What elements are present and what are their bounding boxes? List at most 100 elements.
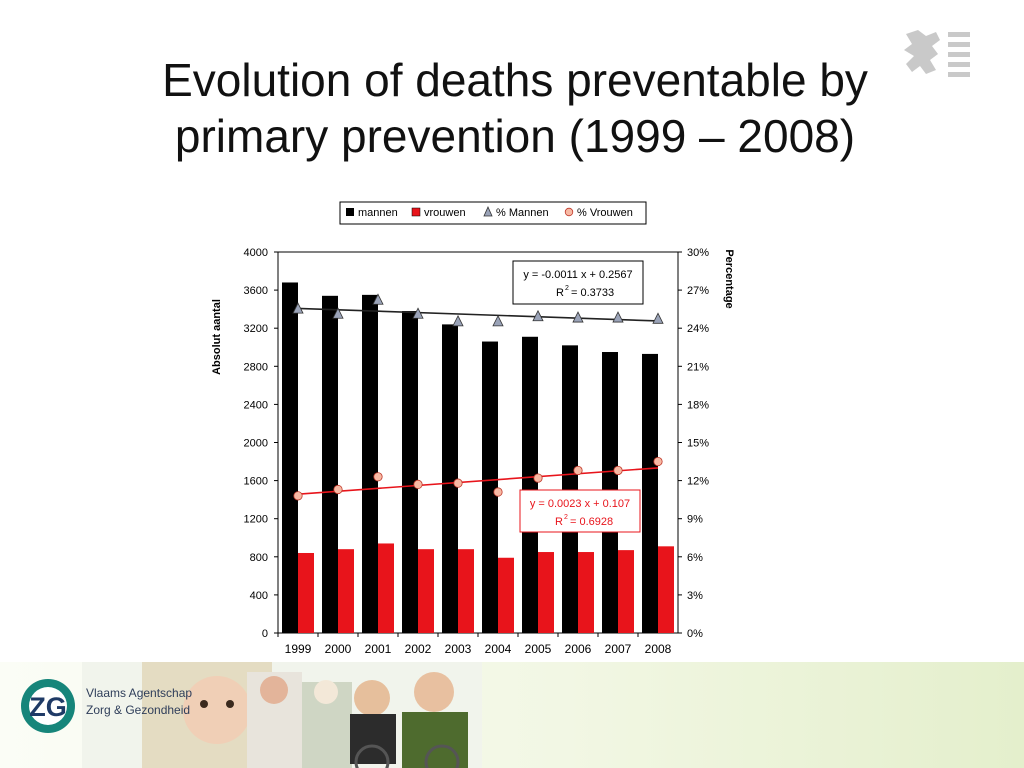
bar-mannen-2005 [522,336,538,633]
y-tick-left-label: 1600 [244,476,268,488]
trendlines-layer [297,307,659,495]
y-tick-right-label: 30% [687,247,709,259]
x-tick-label-2006: 2006 [565,642,592,656]
y-tick-left-label: 0 [262,628,268,640]
title-line-2: primary prevention (1999 – 2008) [174,110,856,162]
y-tick-left-label: 800 [250,552,268,564]
marker-pct-mannen-2004 [492,314,504,327]
bar-mannen-1999 [282,282,298,633]
marker-pct-vrouwen-1999 [293,491,303,501]
flemish-lion-logo-icon [904,30,970,77]
trendline-mannen [297,307,659,322]
y-tick-right-label: 9% [687,514,703,526]
marker-pct-mannen-2001 [372,293,384,305]
bar-mannen-2004 [482,341,498,633]
marker-pct-vrouwen-2007 [613,465,623,476]
bar-vrouwen-2006 [578,552,594,633]
marker-pct-mannen-2006 [572,311,584,323]
legend-swatch-vrouwen [411,207,421,217]
trend-r2-mannen-exponent: 2 [565,285,569,292]
ticks-layer: 0 400 800 1200 1600 2000 2400 2800 3200 3600 4000 0… [244,247,710,656]
x-tick-label-2007: 2007 [605,642,632,656]
x-tick-label-2004: 2004 [485,642,512,656]
title-line-1: Evolution of deaths preventable by [162,54,868,106]
bar-vrouwen-2003 [458,549,474,633]
trend-equation-vrouwen-text: y = 0.0023 x + 0.107 [530,498,630,510]
marker-pct-mannen-1999 [292,302,304,314]
x-tick-label-2008: 2008 [645,642,672,656]
legend: mannen vrouwen % Mannen % Vrouwen [339,201,647,225]
y-tick-right-label: 3% [687,590,703,602]
y-tick-right-label: 18% [687,399,709,411]
x-tick-label-1999: 1999 [285,642,312,656]
y-tick-right-label: 21% [687,361,709,373]
y-tick-left-label: 4000 [244,247,268,259]
marker-pct-vrouwen-2005 [533,473,543,483]
marker-pct-mannen-2007 [612,311,624,323]
y-axis-left-title: Absolut aantal [211,299,223,375]
slide-title: Evolution of deaths preventable by prima… [90,52,940,164]
y-tick-left-label: 1200 [244,514,268,526]
trendline-vrouwen [297,467,659,495]
zg-logo-icon: ZG [21,679,75,733]
y-tick-left-label: 3600 [244,285,268,297]
marker-pct-mannen-2005 [532,309,544,322]
x-tick-label-2005: 2005 [525,642,552,656]
bar-vrouwen-2002 [418,549,434,633]
legend-swatch-mannen [346,208,354,216]
x-tick-label-2001: 2001 [365,642,392,656]
marker-pct-vrouwen-2002 [413,479,423,490]
chart: mannen vrouwen % Mannen % Vrouwen Absolu… [211,201,735,656]
marker-pct-mannen-2000 [332,307,344,319]
bar-vrouwen-2004 [498,557,514,633]
marker-pct-vrouwen-2000 [333,484,343,495]
marker-pct-vrouwen-2003 [453,478,463,488]
y-tick-left-label: 400 [250,590,268,602]
bar-mannen-2008 [642,353,658,633]
trend-equation-vrouwen: y = 0.0023 x + 0.107 R 2 = 0.6928 [519,489,641,533]
bar-mannen-2000 [322,295,338,633]
trend-r2-vrouwen-value: = 0.6928 [570,516,613,528]
y-tick-left-label: 3200 [244,323,268,335]
marker-pct-mannen-2002 [412,307,424,319]
agency-name-line2: Zorg & Gezondheid [86,703,191,717]
zg-logo-text: ZG [29,692,67,722]
bar-vrouwen-2005 [538,552,554,633]
legend-marker-pct-vrouwen [564,207,574,217]
trend-r2-mannen-prefix: R [556,287,564,299]
y-tick-left-label: 2000 [244,438,268,450]
marker-pct-mannen-2003 [452,314,464,327]
y-axis-right-title: Percentage [723,249,735,308]
trend-equation-mannen-text: y = -0.0011 x + 0.2567 [523,269,632,281]
legend-label-pct-vrouwen: % Vrouwen [577,207,633,219]
legend-label-vrouwen: vrouwen [424,207,466,219]
marker-pct-vrouwen-2004 [493,487,503,497]
bar-vrouwen-2000 [338,549,354,633]
y-tick-right-label: 15% [687,438,709,450]
bar-vrouwen-1999 [298,552,314,633]
y-tick-left-label: 2400 [244,399,268,411]
bar-mannen-2002 [402,311,418,633]
y-tick-right-label: 12% [687,476,709,488]
trend-r2-mannen-value: = 0.3733 [571,287,614,299]
marker-pct-vrouwen-2001 [373,472,383,482]
marker-pct-mannen-2008 [652,312,664,324]
legend-label-mannen: mannen [358,207,398,219]
bar-mannen-2001 [362,294,378,633]
legend-marker-pct-mannen [483,206,493,217]
y-tick-left-label: 2800 [244,361,268,373]
agency-name-line1: Vlaams Agentschap [86,686,193,700]
y-tick-right-label: 6% [687,552,703,564]
marker-pct-vrouwen-2008 [653,456,663,467]
marker-pct-vrouwen-2006 [573,465,583,476]
bar-vrouwen-2001 [378,543,394,633]
trend-r2-vrouwen-exponent: 2 [564,514,568,521]
bar-vrouwen-2007 [618,550,634,633]
bar-mannen-2006 [562,345,578,633]
trend-r2-vrouwen-prefix: R [555,516,563,528]
trend-equation-mannen: y = -0.0011 x + 0.2567 R 2 = 0.3733 [512,260,644,305]
bar-mannen-2003 [442,324,458,633]
y-tick-right-label: 27% [687,285,709,297]
bar-vrouwen-2008 [658,546,674,633]
markers-layer [292,293,664,501]
